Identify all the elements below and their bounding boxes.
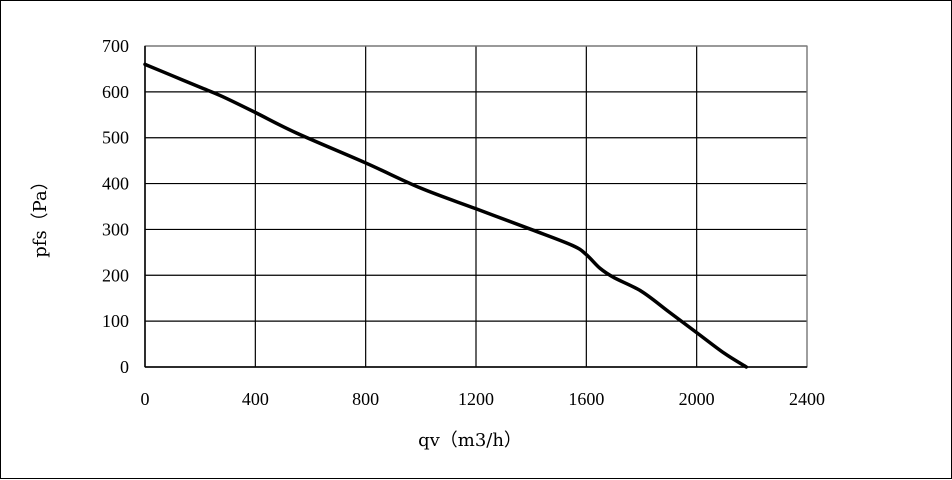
x-axis-label: qv（m3/h） [418, 430, 522, 451]
y-tick-label: 100 [102, 311, 129, 331]
y-tick-label: 600 [102, 82, 129, 102]
y-tick-label: 500 [102, 128, 129, 148]
x-tick-label: 800 [352, 389, 379, 409]
y-tick-label: 400 [102, 174, 129, 194]
tick-labels: 0 400 800 1200 1600 2000 2400 0 100 200 300 400 500 6… [102, 36, 825, 409]
grid [144, 45, 808, 368]
x-tick-label: 2400 [789, 389, 825, 409]
y-tick-label: 300 [102, 219, 129, 239]
x-tick-label: 2000 [679, 389, 715, 409]
x-tick-label: 400 [242, 389, 269, 409]
series-layer [143, 62, 749, 369]
x-tick-label: 0 [141, 389, 150, 409]
y-tick-label: 700 [102, 36, 129, 56]
y-tick-label: 0 [120, 357, 129, 377]
x-tick-label: 1600 [568, 389, 604, 409]
series-line-0 [143, 62, 749, 369]
y-axis-label: pfs（Pa） [30, 172, 51, 257]
y-tick-label: 200 [102, 265, 129, 285]
x-tick-label: 1200 [458, 389, 494, 409]
